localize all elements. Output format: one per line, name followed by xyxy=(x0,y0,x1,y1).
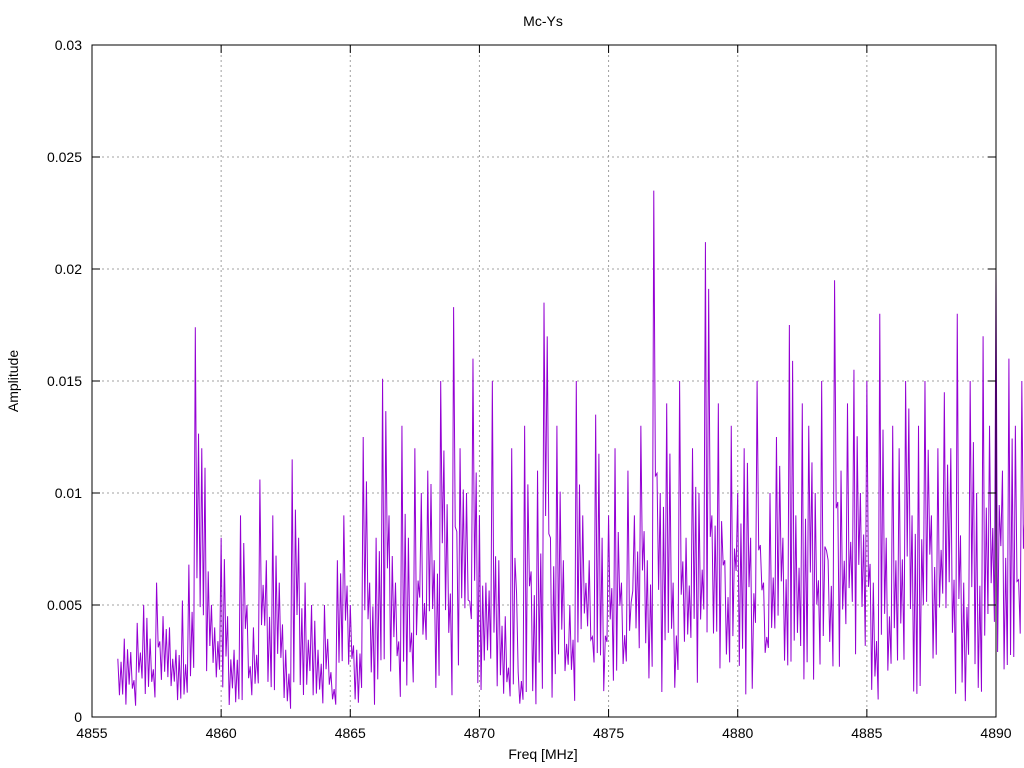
chart-title: Mc-Ys xyxy=(523,13,563,29)
y-tick-label: 0 xyxy=(74,709,82,725)
y-tick-label: 0.03 xyxy=(55,37,82,53)
x-tick-label: 4860 xyxy=(206,725,237,741)
x-tick-label: 4885 xyxy=(851,725,882,741)
y-tick-label: 0.025 xyxy=(47,149,82,165)
y-axis-title: Amplitude xyxy=(5,350,21,412)
y-tick-label: 0.015 xyxy=(47,373,82,389)
x-tick-label: 4880 xyxy=(722,725,753,741)
series-layer xyxy=(117,190,1024,709)
x-tick-label: 4855 xyxy=(76,725,107,741)
x-tick-label: 4875 xyxy=(593,725,624,741)
tick-marks xyxy=(91,44,997,718)
y-tick-label: 0.005 xyxy=(47,597,82,613)
x-tick-label: 4870 xyxy=(464,725,495,741)
x-tick-labels: 4855 4860 4865 4870 4875 4880 4885 4890 xyxy=(76,725,1011,741)
y-tick-label: 0.02 xyxy=(55,261,82,277)
series-line xyxy=(117,190,1024,709)
x-axis-title: Freq [MHz] xyxy=(508,746,577,762)
x-tick-label: 4865 xyxy=(335,725,366,741)
y-tick-labels: 0 0.005 0.01 0.015 0.02 0.025 0.03 xyxy=(47,37,82,725)
x-tick-label: 4890 xyxy=(980,725,1011,741)
y-tick-label: 0.01 xyxy=(55,485,82,501)
